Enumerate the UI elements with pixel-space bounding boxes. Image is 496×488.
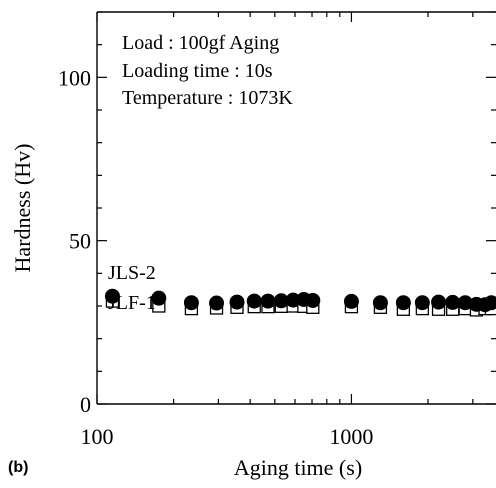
series-label: JLS-2 [108,262,156,284]
data-point-circle [305,292,321,308]
x-tick-label: 1000 [329,424,373,449]
y-tick-label: 50 [69,229,91,254]
y-axis-label: Hardness (Hv) [10,144,35,273]
data-point-circle [372,295,388,311]
panel-label: (b) [8,459,28,476]
data-point-circle [151,290,167,306]
data-point-circle [246,293,262,309]
data-point-circle [183,295,199,311]
data-point-circle [343,293,359,309]
series-label: JLF-1 [108,292,156,314]
series-layer [104,288,496,317]
data-point-circle [414,295,430,311]
annotation-text: Load : 100gf Aging [122,32,279,54]
x-axis-label: Aging time (s) [234,455,362,480]
annotation-text: Temperature : 1073K [122,87,293,109]
data-point-circle [445,294,461,310]
data-point-circle [229,294,245,310]
annotation-layer: Load : 100gf Aging Loading time : 10s Temp… [122,32,293,109]
series-jls-2 [104,288,496,313]
label-layer: 0 50 100 100 1000 Aging time (s) Hardness (Hv)… [8,65,373,480]
data-point-circle [395,295,411,311]
data-point-circle [260,293,276,309]
data-point-circle [209,295,225,311]
data-point-circle [104,288,120,304]
x-tick-label: 100 [81,424,114,449]
annotation-text: Loading time : 10s [122,60,273,82]
y-tick-label: 100 [58,65,91,90]
y-tick-label: 0 [80,392,91,417]
plot-layer [96,11,496,405]
data-point-circle [431,294,447,310]
data-point-circle [483,295,496,311]
